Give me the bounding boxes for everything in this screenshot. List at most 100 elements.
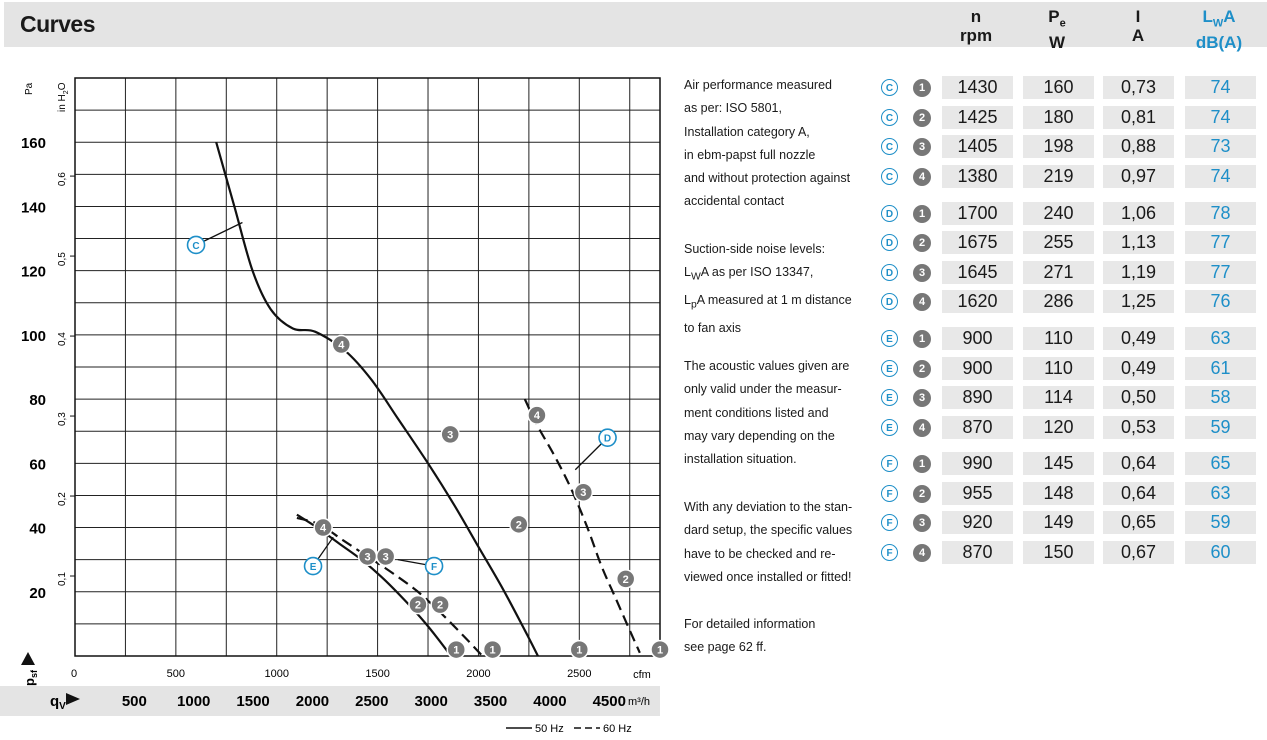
- callout-circle-f: [424, 556, 444, 576]
- table-cell-pe: 120: [1023, 416, 1094, 439]
- point-badge: 1: [913, 455, 931, 473]
- curve-badge-c: C: [881, 109, 898, 126]
- point-badge: 3: [913, 138, 931, 156]
- x-tick-m3h: 3500: [474, 693, 507, 710]
- table-cell-n: 900: [942, 327, 1013, 350]
- table-cell-lwa: 77: [1185, 261, 1256, 284]
- x-axis-arrow: [66, 693, 80, 705]
- x-tick-m3h: 3000: [415, 693, 448, 710]
- table-cell-n: 1405: [942, 135, 1013, 158]
- table-cell-lwa: 58: [1185, 386, 1256, 409]
- table-cell-i: 1,25: [1103, 290, 1174, 313]
- table-cell-n: 920: [942, 511, 1013, 534]
- table-cell-n: 990: [942, 452, 1013, 475]
- point-marker: [482, 639, 503, 660]
- y-tick-pa: 60: [29, 456, 46, 473]
- callout-label: F: [431, 562, 437, 573]
- point-marker: [446, 639, 467, 660]
- point-marker-label: 4: [338, 340, 345, 352]
- point-marker-label: 2: [437, 600, 443, 612]
- point-marker: [430, 594, 450, 615]
- point-badge: 2: [913, 360, 931, 378]
- table-cell-pe: 255: [1023, 231, 1094, 254]
- point-marker-label: 3: [447, 429, 453, 441]
- plot-frame: [74, 77, 661, 657]
- table-cell-i: 0,64: [1103, 482, 1174, 505]
- x-tick-m3h: 2000: [296, 693, 329, 710]
- curve-badge-f: F: [881, 544, 898, 561]
- table-cell-i: 1,06: [1103, 202, 1174, 225]
- table-cell-i: 0,73: [1103, 76, 1174, 99]
- x-tick-m3h: 1500: [236, 693, 269, 710]
- column-header-lwa: LWA dB(A): [1195, 7, 1243, 53]
- point-marker-label: 4: [320, 523, 327, 535]
- table-cell-lwa: 76: [1185, 290, 1256, 313]
- table-cell-pe: 219: [1023, 165, 1094, 188]
- table-cell-n: 870: [942, 416, 1013, 439]
- page-title: Curves: [20, 11, 95, 37]
- table-cell-lwa: 63: [1185, 327, 1256, 350]
- point-marker: [408, 594, 428, 615]
- table-cell-i: 0,97: [1103, 165, 1174, 188]
- x-tick-m3h: 2500: [355, 693, 388, 710]
- table-cell-pe: 110: [1023, 357, 1094, 380]
- point-marker: [615, 569, 636, 589]
- y-unit-inh2o: in H2O: [57, 82, 70, 112]
- curve-badge-e: E: [881, 419, 898, 436]
- point-marker-label: 1: [576, 645, 582, 657]
- table-cell-i: 0,65: [1103, 511, 1174, 534]
- y-tick-pa: 80: [29, 392, 46, 409]
- chart-grid: [74, 77, 661, 657]
- table-cell-pe: 149: [1023, 511, 1094, 534]
- table-cell-i: 0,50: [1103, 386, 1174, 409]
- table-cell-n: 1675: [942, 231, 1013, 254]
- x-tick-m3h: 1000: [177, 693, 210, 710]
- x-tick-m3h: 4500: [593, 693, 626, 710]
- table-cell-lwa: 60: [1185, 541, 1256, 564]
- point-marker: [509, 514, 529, 535]
- curve-badge-d: D: [881, 293, 898, 310]
- table-cell-n: 890: [942, 386, 1013, 409]
- table-cell-i: 0,67: [1103, 541, 1174, 564]
- callout-circle-d: [598, 428, 617, 447]
- x-tick-cfm: 2000: [466, 668, 490, 680]
- y-tick-inh2o: 0,6: [57, 172, 68, 186]
- table-cell-lwa: 61: [1185, 357, 1256, 380]
- table-cell-n: 1425: [942, 106, 1013, 129]
- series-line-d: [523, 398, 641, 654]
- curve-badge-c: C: [881, 138, 898, 155]
- x-unit-cfm: cfm: [633, 669, 651, 681]
- point-badge: 3: [913, 389, 931, 407]
- curve-badge-e: E: [881, 330, 898, 347]
- table-cell-pe: 286: [1023, 290, 1094, 313]
- table-cell-i: 1,13: [1103, 231, 1174, 254]
- point-marker: [569, 639, 590, 660]
- point-marker-label: 1: [453, 645, 459, 657]
- table-cell-lwa: 59: [1185, 416, 1256, 439]
- x-tick-m3h: 500: [122, 693, 147, 710]
- y-tick-pa: 140: [21, 199, 46, 216]
- table-cell-n: 1645: [942, 261, 1013, 284]
- y-tick-pa: 100: [21, 328, 46, 345]
- callout-label: E: [310, 562, 317, 573]
- curve-badge-f: F: [881, 514, 898, 531]
- x-tick-cfm: 500: [167, 668, 185, 680]
- point-badge: 3: [913, 514, 931, 532]
- point-badge: 4: [913, 293, 931, 311]
- m3h-axis-band: [0, 686, 660, 716]
- point-marker-label: 3: [383, 551, 389, 563]
- y-tick-inh2o: 0,4: [57, 332, 68, 346]
- point-marker-label: 2: [623, 574, 629, 586]
- table-cell-i: 0,88: [1103, 135, 1174, 158]
- curve-badge-f: F: [881, 455, 898, 472]
- table-cell-pe: 148: [1023, 482, 1094, 505]
- callout-circle-e: [303, 556, 323, 576]
- table-cell-lwa: 77: [1185, 231, 1256, 254]
- y-tick-pa: 20: [29, 585, 46, 602]
- point-marker: [375, 546, 396, 567]
- point-badge: 3: [913, 264, 931, 282]
- curve-badge-e: E: [881, 389, 898, 406]
- series-line-f: [296, 516, 484, 657]
- legend-label: 50 Hz: [535, 723, 564, 735]
